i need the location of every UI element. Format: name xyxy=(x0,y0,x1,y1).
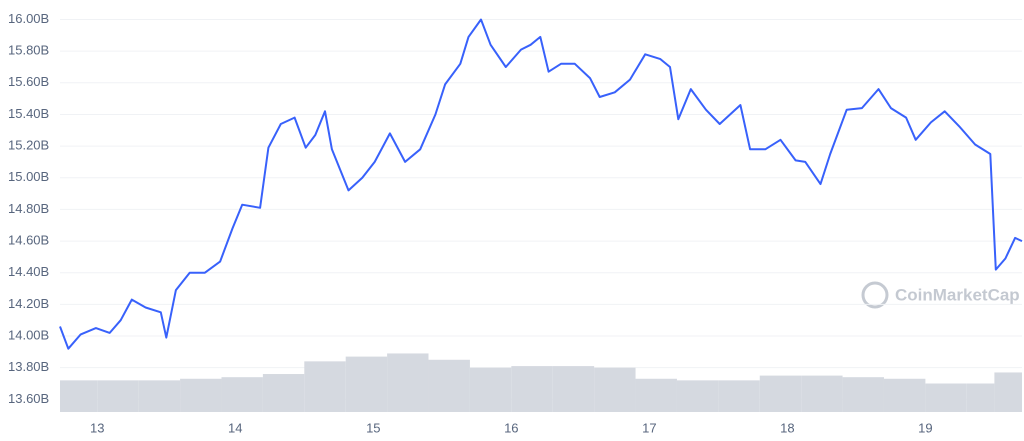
x-tick-label: 16 xyxy=(504,420,518,435)
y-tick-label: 16.00B xyxy=(8,11,49,26)
volume-bar xyxy=(221,377,263,412)
volume-bar xyxy=(842,377,884,412)
price-line xyxy=(59,18,1023,350)
y-tick-label: 14.00B xyxy=(8,327,49,342)
x-tick-label: 15 xyxy=(366,420,380,435)
volume-bar xyxy=(60,380,98,412)
volume-bar xyxy=(925,383,967,412)
y-tick-label: 15.60B xyxy=(8,74,49,89)
y-tick-label: 13.80B xyxy=(8,359,49,374)
volume-bar xyxy=(262,374,305,412)
x-tick-label: 19 xyxy=(918,420,932,435)
y-tick-label: 14.80B xyxy=(8,201,49,216)
y-tick-label: 15.80B xyxy=(8,43,49,58)
volume-bar xyxy=(552,366,595,412)
volume-bar xyxy=(180,378,222,412)
volume-bar xyxy=(387,353,429,412)
volume-bar xyxy=(966,383,995,412)
volume-bar xyxy=(511,366,553,412)
plot: 13.60B 13.80B 14.00B 14.20B 14.40B 14.60B 14.8… xyxy=(8,11,1023,435)
volume-bar xyxy=(994,372,1022,412)
volume-bar xyxy=(97,380,139,412)
watermark-logo xyxy=(861,281,889,309)
volume-bar xyxy=(635,378,677,412)
watermark-text: CoinMarketCap xyxy=(895,285,1020,304)
volume-bar xyxy=(801,375,843,412)
volume-bar xyxy=(883,378,926,412)
volume-bar xyxy=(759,375,802,412)
watermark: CoinMarketCap xyxy=(861,281,1020,309)
x-tick-label: 13 xyxy=(90,420,104,435)
y-tick-label: 15.40B xyxy=(8,106,49,121)
y-tick-label: 14.60B xyxy=(8,233,49,248)
volume-bar xyxy=(304,361,346,412)
y-tick-label: 13.60B xyxy=(8,391,49,406)
volume-bar xyxy=(428,359,470,412)
y-tick-label: 15.00B xyxy=(8,169,49,184)
volume-bar xyxy=(345,356,388,412)
volume-bar xyxy=(469,367,512,412)
y-tick-label: 14.20B xyxy=(8,296,49,311)
y-tick-label: 14.40B xyxy=(8,264,49,279)
volume-bar xyxy=(138,380,181,412)
volume-bar xyxy=(676,380,719,412)
volume-bar xyxy=(594,367,636,412)
x-tick-label: 17 xyxy=(642,420,656,435)
x-tick-label: 14 xyxy=(228,420,242,435)
volume-bar xyxy=(718,380,760,412)
y-tick-label: 15.20B xyxy=(8,138,49,153)
x-tick-label: 18 xyxy=(780,420,794,435)
